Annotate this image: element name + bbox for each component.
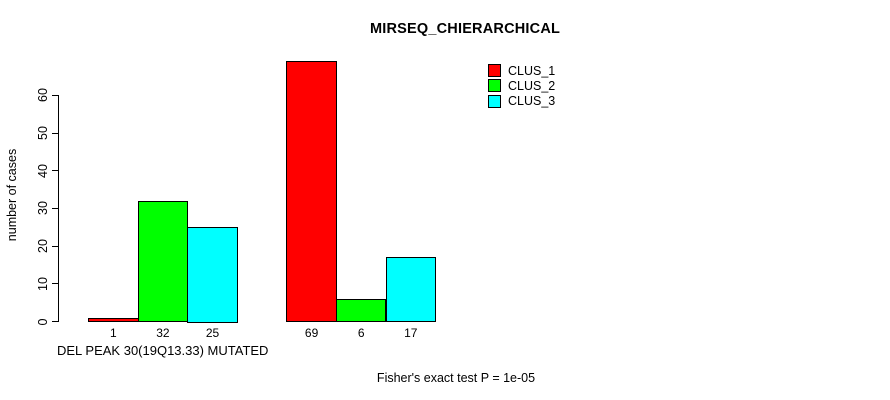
legend-swatch-clus_2	[488, 79, 501, 93]
y-tick-label: 60	[36, 88, 50, 103]
bar-value-label: 32	[156, 326, 170, 340]
y-axis-label: number of cases	[5, 148, 19, 242]
bar-value-label: 25	[205, 326, 220, 340]
chart-title: MIRSEQ_CHIERARCHICAL	[369, 21, 561, 37]
y-tick-label: 30	[36, 201, 50, 216]
y-tick-label: 40	[36, 163, 50, 178]
y-tick-label: 50	[36, 126, 50, 140]
bar-clus_2-group1	[137, 200, 189, 323]
y-tick-label: 0	[36, 318, 50, 325]
y-tick-mark	[52, 207, 58, 209]
legend-item-clus_3: CLUS_3	[488, 94, 555, 109]
bar-clus_1-group2	[286, 61, 337, 323]
legend: CLUS_1 CLUS_2 CLUS_3	[488, 63, 555, 109]
legend-label: CLUS_3	[508, 94, 556, 109]
bar-clus_1-group1	[88, 317, 139, 323]
legend-swatch-clus_3	[488, 94, 501, 108]
legend-item-clus_2: CLUS_2	[488, 78, 555, 93]
bar-clus_3-group2	[385, 257, 437, 323]
legend-item-clus_1: CLUS_1	[488, 63, 555, 78]
legend-label: CLUS_2	[508, 78, 556, 93]
y-tick-mark	[52, 132, 58, 134]
bar-value-label: 17	[404, 326, 418, 340]
legend-swatch-clus_1	[488, 64, 501, 78]
bar-clus_3-group1	[187, 227, 238, 323]
y-tick-mark	[52, 321, 58, 322]
y-axis-line	[58, 95, 59, 323]
y-tick-mark	[52, 94, 58, 96]
y-tick-label: 10	[36, 276, 50, 291]
bar-clus_2-group2	[335, 298, 387, 323]
legend-label: CLUS_1	[508, 63, 556, 78]
y-tick-label: 20	[36, 239, 50, 254]
y-tick-mark	[52, 283, 58, 285]
fisher-test-annotation: Fisher's exact test P = 1e-05	[376, 371, 536, 385]
bar-value-label: 6	[357, 326, 365, 340]
bar-value-label: 69	[304, 326, 319, 340]
bar-value-label: 1	[109, 326, 117, 340]
x-axis-label: DEL PEAK 30(19Q13.33) MUTATED	[57, 343, 269, 358]
y-tick-mark	[52, 170, 58, 172]
y-tick-mark	[52, 245, 58, 247]
